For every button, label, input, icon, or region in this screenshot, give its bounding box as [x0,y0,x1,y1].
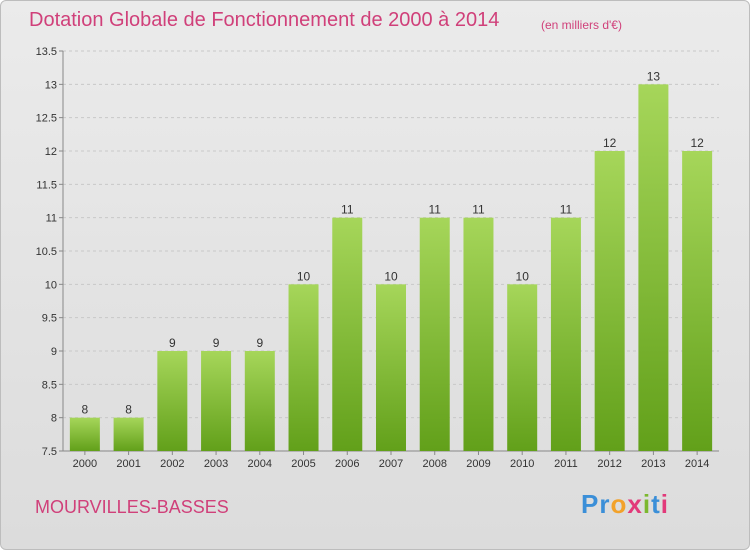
y-tick-label: 11.5 [36,179,57,191]
data-label: 10 [297,269,311,283]
y-tick-label: 9 [51,346,57,358]
bar [288,284,319,451]
data-label: 11 [560,203,573,217]
logo-letter: i [642,489,652,519]
data-label: 9 [256,336,263,350]
logo-letter: P [581,489,600,519]
y-tick-label: 11 [46,213,57,225]
commune-name: MOURVILLES-BASSES [35,497,229,517]
data-label: 12 [690,136,704,150]
bar [201,351,232,451]
data-label: 12 [603,136,617,150]
data-label: 11 [341,203,354,217]
x-tick-label: 2002 [160,458,184,470]
logo-letter: x [627,489,643,519]
x-tick-label: 2014 [685,458,709,470]
bar [507,284,538,451]
bars [69,84,713,451]
x-tick-label: 2003 [204,458,228,470]
logo-letter: r [599,489,611,519]
x-tick-label: 2013 [641,458,665,470]
y-tick-label: 7.5 [42,446,57,458]
data-label: 13 [647,69,661,83]
x-tick-label: 2009 [466,458,490,470]
y-tick-label: 8 [51,413,57,425]
data-label: 10 [384,269,398,283]
x-tick-label: 2000 [73,458,97,470]
bar [157,351,188,451]
y-tick-label: 9.5 [42,313,57,325]
bar [594,151,625,451]
x-tick-label: 2007 [379,458,403,470]
y-tick-label: 12 [45,146,57,158]
bar [550,217,581,451]
logo-letter: i [660,489,669,519]
bar [69,417,100,451]
y-tick-label: 10.5 [36,246,57,258]
y-tick-label: 10 [45,279,57,291]
y-tick-label: 12.5 [36,113,57,125]
y-tick-label: 13 [45,79,57,91]
bar [419,217,450,451]
data-label: 8 [82,403,89,417]
bar [113,417,144,451]
x-tick-label: 2005 [291,458,315,470]
data-label: 9 [213,336,220,350]
bar [244,351,275,451]
bar [682,151,713,451]
data-label: 8 [125,403,132,417]
data-label: 11 [472,203,485,217]
bar [332,217,363,451]
chart-subtitle: (en milliers d'€) [541,18,622,32]
x-tick-label: 2010 [510,458,534,470]
bar [638,84,669,451]
x-tick-label: 2001 [116,458,140,470]
x-tick-label: 2006 [335,458,359,470]
data-label: 11 [428,203,441,217]
logo-letter: o [610,489,628,519]
y-tick-label: 13.5 [36,46,57,58]
data-label: 9 [169,336,176,350]
bar [376,284,406,451]
bar [463,217,494,451]
x-tick-label: 2012 [597,458,621,470]
proxiti-logo[interactable]: Proxiti [581,489,669,520]
y-tick-label: 8.5 [42,379,57,391]
logo-letter: t [651,489,661,519]
x-tick-label: 2008 [422,458,446,470]
x-tick-label: 2011 [554,458,578,470]
data-label: 10 [516,269,530,283]
labels: 7.5 8 8.5 9 9.5 10 10.5 11 11.5 12 12.5 13 13.5 8 2000… [36,46,710,470]
x-tick-label: 2004 [248,458,272,470]
chart-title: Dotation Globale de Fonctionnement de 20… [29,9,500,31]
